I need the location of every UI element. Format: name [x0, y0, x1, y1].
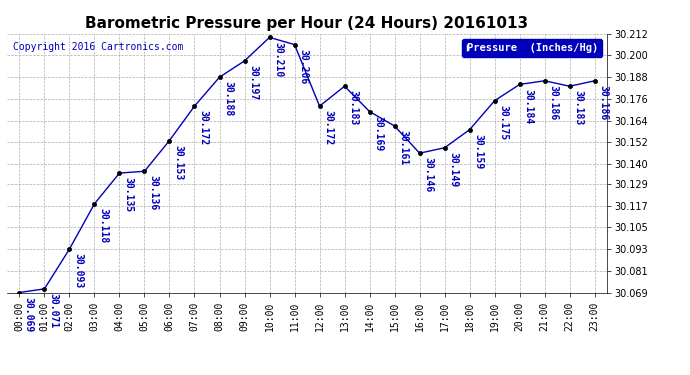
Text: 30.186: 30.186 — [549, 85, 559, 120]
Text: 30.159: 30.159 — [474, 134, 484, 169]
Text: 30.206: 30.206 — [299, 49, 308, 84]
Text: 30.146: 30.146 — [424, 158, 434, 193]
Text: 30.183: 30.183 — [574, 90, 584, 126]
Text: 30.136: 30.136 — [148, 176, 159, 211]
Text: 30.184: 30.184 — [524, 88, 534, 124]
Text: 30.093: 30.093 — [74, 253, 83, 288]
Text: 30.186: 30.186 — [599, 85, 609, 120]
Text: 30.172: 30.172 — [199, 110, 208, 146]
Text: 30.188: 30.188 — [224, 81, 234, 117]
Text: 30.169: 30.169 — [374, 116, 384, 151]
Text: 30.149: 30.149 — [448, 152, 459, 187]
Text: 30.197: 30.197 — [248, 65, 259, 100]
Text: 30.210: 30.210 — [274, 42, 284, 77]
Text: 30.153: 30.153 — [174, 145, 184, 180]
Legend: Pressure  (Inches/Hg): Pressure (Inches/Hg) — [462, 39, 602, 57]
Text: 30.071: 30.071 — [48, 293, 59, 328]
Text: Copyright 2016 Cartronics.com: Copyright 2016 Cartronics.com — [13, 42, 184, 51]
Title: Barometric Pressure per Hour (24 Hours) 20161013: Barometric Pressure per Hour (24 Hours) … — [86, 16, 529, 31]
Text: 30.069: 30.069 — [23, 297, 34, 332]
Text: 30.175: 30.175 — [499, 105, 509, 140]
Text: 30.135: 30.135 — [124, 177, 134, 213]
Text: 30.183: 30.183 — [348, 90, 359, 126]
Text: 30.118: 30.118 — [99, 208, 108, 243]
Text: 30.172: 30.172 — [324, 110, 334, 146]
Text: 30.161: 30.161 — [399, 130, 408, 165]
